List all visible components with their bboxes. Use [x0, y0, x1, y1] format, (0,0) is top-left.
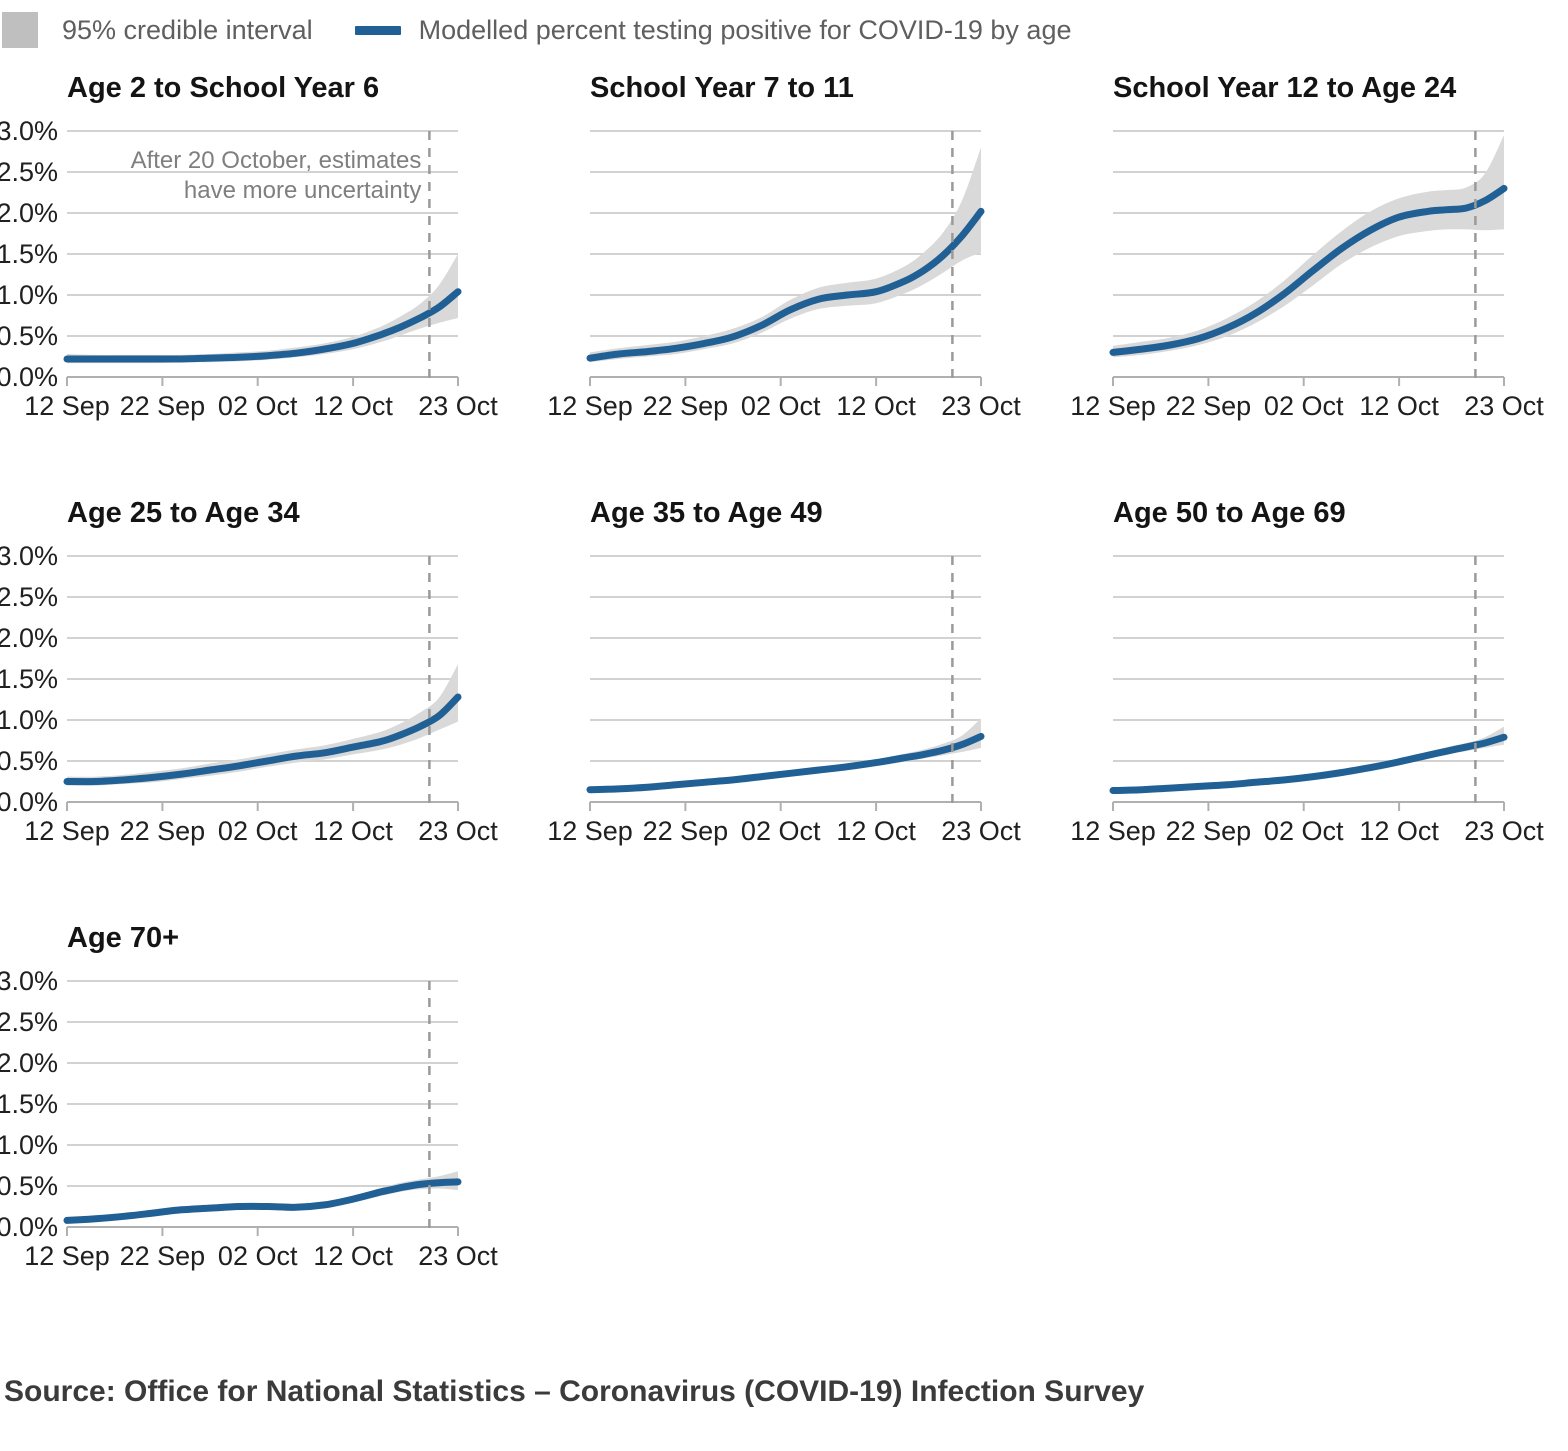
source-note: Source: Office for National Statistics –… [4, 1375, 1145, 1408]
credible-interval-legend-label: 95% credible interval [62, 14, 313, 45]
panel-age-25-to-34: Age 25 to Age 34 12 Sep 22 Sep 02 Oct 12 Oc… [0, 485, 523, 855]
chart-school-year-12-to-age-24: 12 Sep 22 Sep 02 Oct 12 Oct 23 Oct [1070, 130, 1544, 421]
svg-text:1.0%: 1.0% [0, 705, 58, 735]
panel-school-year-12-to-age-24: School Year 12 to Age 24 12 Sep 22 Sep 02 … [1046, 60, 1568, 430]
svg-text:3.0%: 3.0% [0, 541, 58, 571]
svg-text:12 Oct: 12 Oct [313, 816, 393, 846]
svg-text:12 Sep: 12 Sep [1070, 816, 1156, 846]
svg-text:After 20 October, estimates: After 20 October, estimates [131, 147, 422, 174]
svg-text:22 Sep: 22 Sep [120, 391, 206, 421]
svg-text:23 Oct: 23 Oct [418, 391, 498, 421]
panel-title: School Year 12 to Age 24 [1113, 72, 1457, 104]
svg-text:2.0%: 2.0% [0, 198, 58, 228]
chart-age-25-to-34: 12 Sep 22 Sep 02 Oct 12 Oct 23 Oct 0.0% 0.5% 1.… [0, 541, 498, 846]
svg-text:12 Oct: 12 Oct [836, 816, 916, 846]
svg-text:02 Oct: 02 Oct [741, 816, 821, 846]
svg-text:22 Sep: 22 Sep [1166, 391, 1252, 421]
panel-title: Age 35 to Age 49 [590, 497, 823, 529]
svg-text:12 Sep: 12 Sep [547, 816, 633, 846]
svg-text:12 Oct: 12 Oct [1359, 816, 1439, 846]
svg-text:2.5%: 2.5% [0, 157, 58, 187]
panel-school-year-7-to-11: School Year 7 to 11 12 Sep 22 Sep 02 Oct 12… [523, 60, 1046, 430]
svg-text:02 Oct: 02 Oct [218, 1241, 298, 1271]
svg-text:02 Oct: 02 Oct [218, 391, 298, 421]
svg-text:22 Sep: 22 Sep [1166, 816, 1252, 846]
svg-text:02 Oct: 02 Oct [1264, 391, 1344, 421]
svg-text:2.0%: 2.0% [0, 623, 58, 653]
svg-text:12 Sep: 12 Sep [24, 391, 110, 421]
svg-text:12 Sep: 12 Sep [24, 1241, 110, 1271]
svg-text:12 Oct: 12 Oct [313, 391, 393, 421]
svg-text:02 Oct: 02 Oct [218, 816, 298, 846]
svg-text:2.5%: 2.5% [0, 1007, 58, 1037]
svg-text:23 Oct: 23 Oct [1464, 816, 1544, 846]
svg-text:12 Oct: 12 Oct [1359, 391, 1439, 421]
chart-age-35-to-49: 12 Sep 22 Sep 02 Oct 12 Oct 23 Oct [547, 555, 1021, 846]
svg-text:0.0%: 0.0% [0, 362, 58, 392]
svg-text:22 Sep: 22 Sep [120, 816, 206, 846]
credible-interval-swatch-icon [2, 12, 38, 48]
chart-age-2-to-school-year-6: 12 Sep 22 Sep 02 Oct 12 Oct 23 Oct 0.0% 0.5% 1.… [0, 116, 498, 421]
svg-text:12 Sep: 12 Sep [547, 391, 633, 421]
svg-text:0.0%: 0.0% [0, 787, 58, 817]
svg-text:0.0%: 0.0% [0, 1212, 58, 1242]
panel-title: School Year 7 to 11 [590, 72, 854, 104]
svg-text:3.0%: 3.0% [0, 966, 58, 996]
chart-grid: Age 2 to School Year 6 12 Sep 22 Sep 02 Oc… [0, 60, 1568, 1280]
modelled-line-legend-label: Modelled percent testing positive for CO… [418, 14, 1072, 45]
panel-title: Age 25 to Age 34 [67, 497, 300, 529]
panel-title: Age 2 to School Year 6 [67, 72, 380, 104]
svg-text:have more uncertainty: have more uncertainty [184, 177, 421, 204]
svg-text:3.0%: 3.0% [0, 116, 58, 146]
svg-text:23 Oct: 23 Oct [941, 816, 1021, 846]
svg-text:23 Oct: 23 Oct [418, 816, 498, 846]
svg-text:12 Sep: 12 Sep [24, 816, 110, 846]
svg-text:2.5%: 2.5% [0, 582, 58, 612]
svg-text:1.5%: 1.5% [0, 239, 58, 269]
legend: 95% credible interval Modelled percent t… [0, 0, 1568, 60]
svg-text:02 Oct: 02 Oct [741, 391, 821, 421]
chart-age-50-to-69: 12 Sep 22 Sep 02 Oct 12 Oct 23 Oct [1070, 555, 1544, 846]
panel-age-2-to-school-year-6: Age 2 to School Year 6 12 Sep 22 Sep 02 Oc… [0, 60, 523, 430]
svg-text:12 Oct: 12 Oct [836, 391, 916, 421]
svg-text:1.0%: 1.0% [0, 1130, 58, 1160]
svg-text:12 Oct: 12 Oct [313, 1241, 393, 1271]
svg-text:23 Oct: 23 Oct [1464, 391, 1544, 421]
modelled-line-swatch-icon [354, 25, 401, 35]
chart-age-70-plus: 12 Sep 22 Sep 02 Oct 12 Oct 23 Oct 0.0% 0.5% 1.… [0, 966, 498, 1271]
svg-text:0.5%: 0.5% [0, 321, 58, 351]
svg-text:1.0%: 1.0% [0, 280, 58, 310]
svg-text:22 Sep: 22 Sep [643, 816, 729, 846]
svg-text:1.5%: 1.5% [0, 1089, 58, 1119]
panel-title: Age 50 to Age 69 [1113, 497, 1346, 529]
svg-text:02 Oct: 02 Oct [1264, 816, 1344, 846]
svg-text:2.0%: 2.0% [0, 1048, 58, 1078]
svg-text:22 Sep: 22 Sep [120, 1241, 206, 1271]
panel-age-70-plus: Age 70+ 12 Sep 22 Sep 02 Oct 12 Oct 23 Oct 0.… [0, 910, 523, 1280]
panel-title: Age 70+ [67, 922, 180, 954]
svg-text:1.5%: 1.5% [0, 664, 58, 694]
svg-text:0.5%: 0.5% [0, 746, 58, 776]
panel-age-50-to-69: Age 50 to Age 69 12 Sep 22 Sep 02 Oct 12 Oc… [1046, 485, 1568, 855]
svg-text:0.5%: 0.5% [0, 1171, 58, 1201]
svg-text:22 Sep: 22 Sep [643, 391, 729, 421]
chart-school-year-7-to-11: 12 Sep 22 Sep 02 Oct 12 Oct 23 Oct [547, 130, 1021, 421]
svg-text:12 Sep: 12 Sep [1070, 391, 1156, 421]
panel-age-35-to-49: Age 35 to Age 49 12 Sep 22 Sep 02 Oct 12 Oc… [523, 485, 1046, 855]
svg-text:23 Oct: 23 Oct [418, 1241, 498, 1271]
svg-text:23 Oct: 23 Oct [941, 391, 1021, 421]
